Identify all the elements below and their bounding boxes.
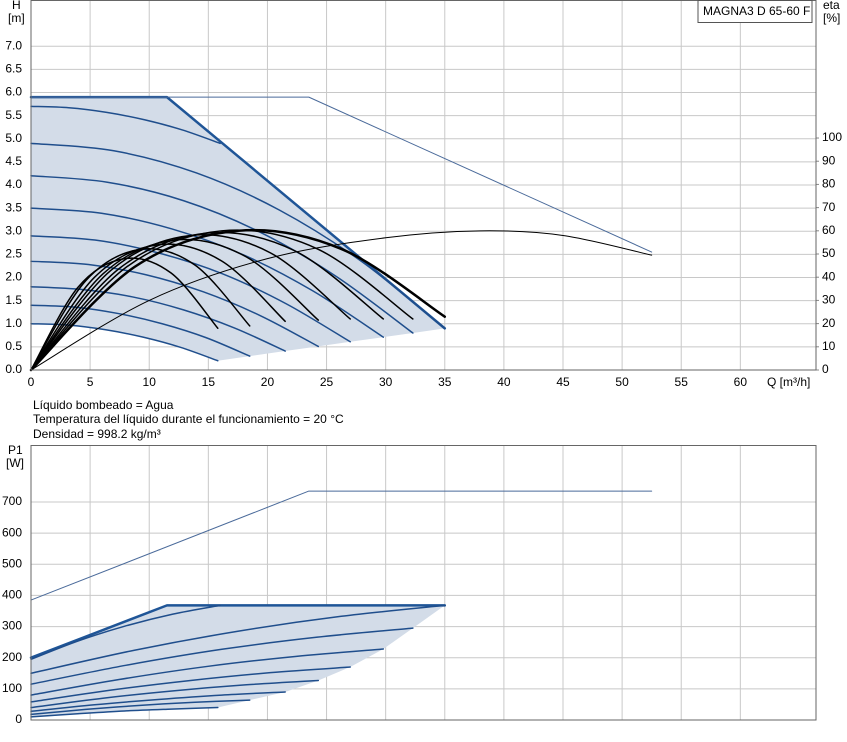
efficiency-curve [30, 229, 414, 371]
x-tick-label: 35 [438, 375, 452, 389]
y-tick-label: 700 [2, 494, 22, 508]
y2-tick-label: 70 [822, 200, 836, 214]
y-tick-label: 0.0 [5, 362, 22, 376]
model-label: MAGNA3 D 65-60 F [703, 4, 810, 18]
x-tick-label: 45 [556, 375, 570, 389]
efficiency-curve [30, 234, 351, 371]
y-tick-label: 100 [2, 681, 22, 695]
x-tick-label: 25 [320, 375, 334, 389]
y-tick-label: 0.5 [5, 339, 22, 353]
curve [30, 207, 385, 338]
curve [30, 679, 320, 709]
y-tick-label: 5.5 [5, 108, 22, 122]
y-tick-label: 6.0 [5, 85, 22, 99]
efficiency-curve [30, 231, 385, 371]
x-tick-label: 15 [202, 375, 216, 389]
y-tick-label: 5.0 [5, 131, 22, 145]
y-tick-label: 600 [2, 525, 22, 539]
model-box [697, 0, 813, 23]
y-tick-label: 2.5 [5, 247, 22, 261]
curve [30, 604, 446, 675]
curve [30, 699, 251, 716]
y-tick-label: 1.0 [5, 316, 22, 330]
y-label: P1 [8, 443, 23, 457]
efficiency-curve [30, 248, 251, 371]
x-tick-label: 0 [28, 375, 35, 389]
y2-tick-label: 30 [822, 293, 836, 307]
operating-area [31, 605, 445, 717]
y-tick-label: 4.0 [5, 177, 22, 191]
y-tick-label: 7.0 [5, 38, 22, 52]
y-label: H [12, 0, 21, 12]
x-tick-label: 50 [615, 375, 629, 389]
y-tick-label: 3.5 [5, 200, 22, 214]
y-tick-label: 4.5 [5, 154, 22, 168]
efficiency-curve [30, 230, 653, 371]
y-tick-label: 200 [2, 650, 22, 664]
operating-area [31, 97, 445, 361]
y-tick-label: 1.5 [5, 293, 22, 307]
efficiency-curve [30, 257, 219, 371]
efficiency-curve [30, 243, 286, 371]
note: Densidad = 998.2 kg/m³ [33, 427, 161, 441]
y-tick-label: 2.0 [5, 270, 22, 284]
plot: 0 100 200 300 400 500 600 700 [2, 445, 817, 726]
x-label: Q [m³/h] [767, 375, 810, 389]
y2-tick-label: 90 [822, 153, 836, 167]
efficiency-curve [30, 238, 320, 371]
y2-tick-label: 40 [822, 269, 836, 283]
note: Líquido bombeado = Agua [33, 398, 174, 412]
x-tick-label: 40 [497, 375, 511, 389]
curve [30, 627, 414, 685]
y2-tick-label: 50 [822, 246, 836, 260]
y2-tick-label: 100 [822, 130, 842, 144]
y-tick-label: 3.0 [5, 223, 22, 237]
y-tick-label: 300 [2, 619, 22, 633]
y-tick-label: 500 [2, 556, 22, 570]
y-tick-label: 0 [15, 712, 22, 726]
curve [30, 706, 219, 718]
plot: 0 5 10 15 20 25 30 35 40 45 50 55 60 0.0 0.5 1.0 1.5 2.0 2… [5, 0, 842, 389]
y-unit: [m] [8, 11, 25, 25]
curve [30, 175, 414, 334]
plot-frame [30, 0, 817, 371]
y2-label: eta [823, 0, 840, 12]
x-tick-label: 20 [261, 375, 275, 389]
y2-tick-label: 10 [822, 339, 836, 353]
x-tick-label: 30 [379, 375, 393, 389]
curve [30, 96, 653, 253]
y2-tick-label: 60 [822, 223, 836, 237]
curve [30, 490, 653, 601]
x-tick-label: 5 [87, 375, 94, 389]
curve [30, 323, 219, 362]
y2-tick-label: 20 [822, 316, 836, 330]
curve [30, 604, 221, 661]
y-tick-label: 400 [2, 588, 22, 602]
x-tick-label: 60 [734, 375, 748, 389]
curve [30, 691, 286, 713]
y2-tick-label: 0 [822, 362, 829, 376]
y2-unit: [%] [823, 11, 840, 25]
curve [30, 260, 320, 348]
y-unit: [W] [6, 456, 24, 470]
plot-frame [30, 445, 817, 721]
curve [30, 666, 351, 703]
curve [29, 604, 447, 659]
y2-tick-label: 80 [822, 177, 836, 191]
note: Temperatura del líquido durante el funci… [33, 412, 344, 426]
x-tick-label: 10 [143, 375, 157, 389]
curve [30, 105, 221, 145]
curve [30, 142, 446, 330]
curve [30, 648, 385, 696]
y-tick-label: 6.5 [5, 62, 22, 76]
x-tick-label: 55 [675, 375, 689, 389]
